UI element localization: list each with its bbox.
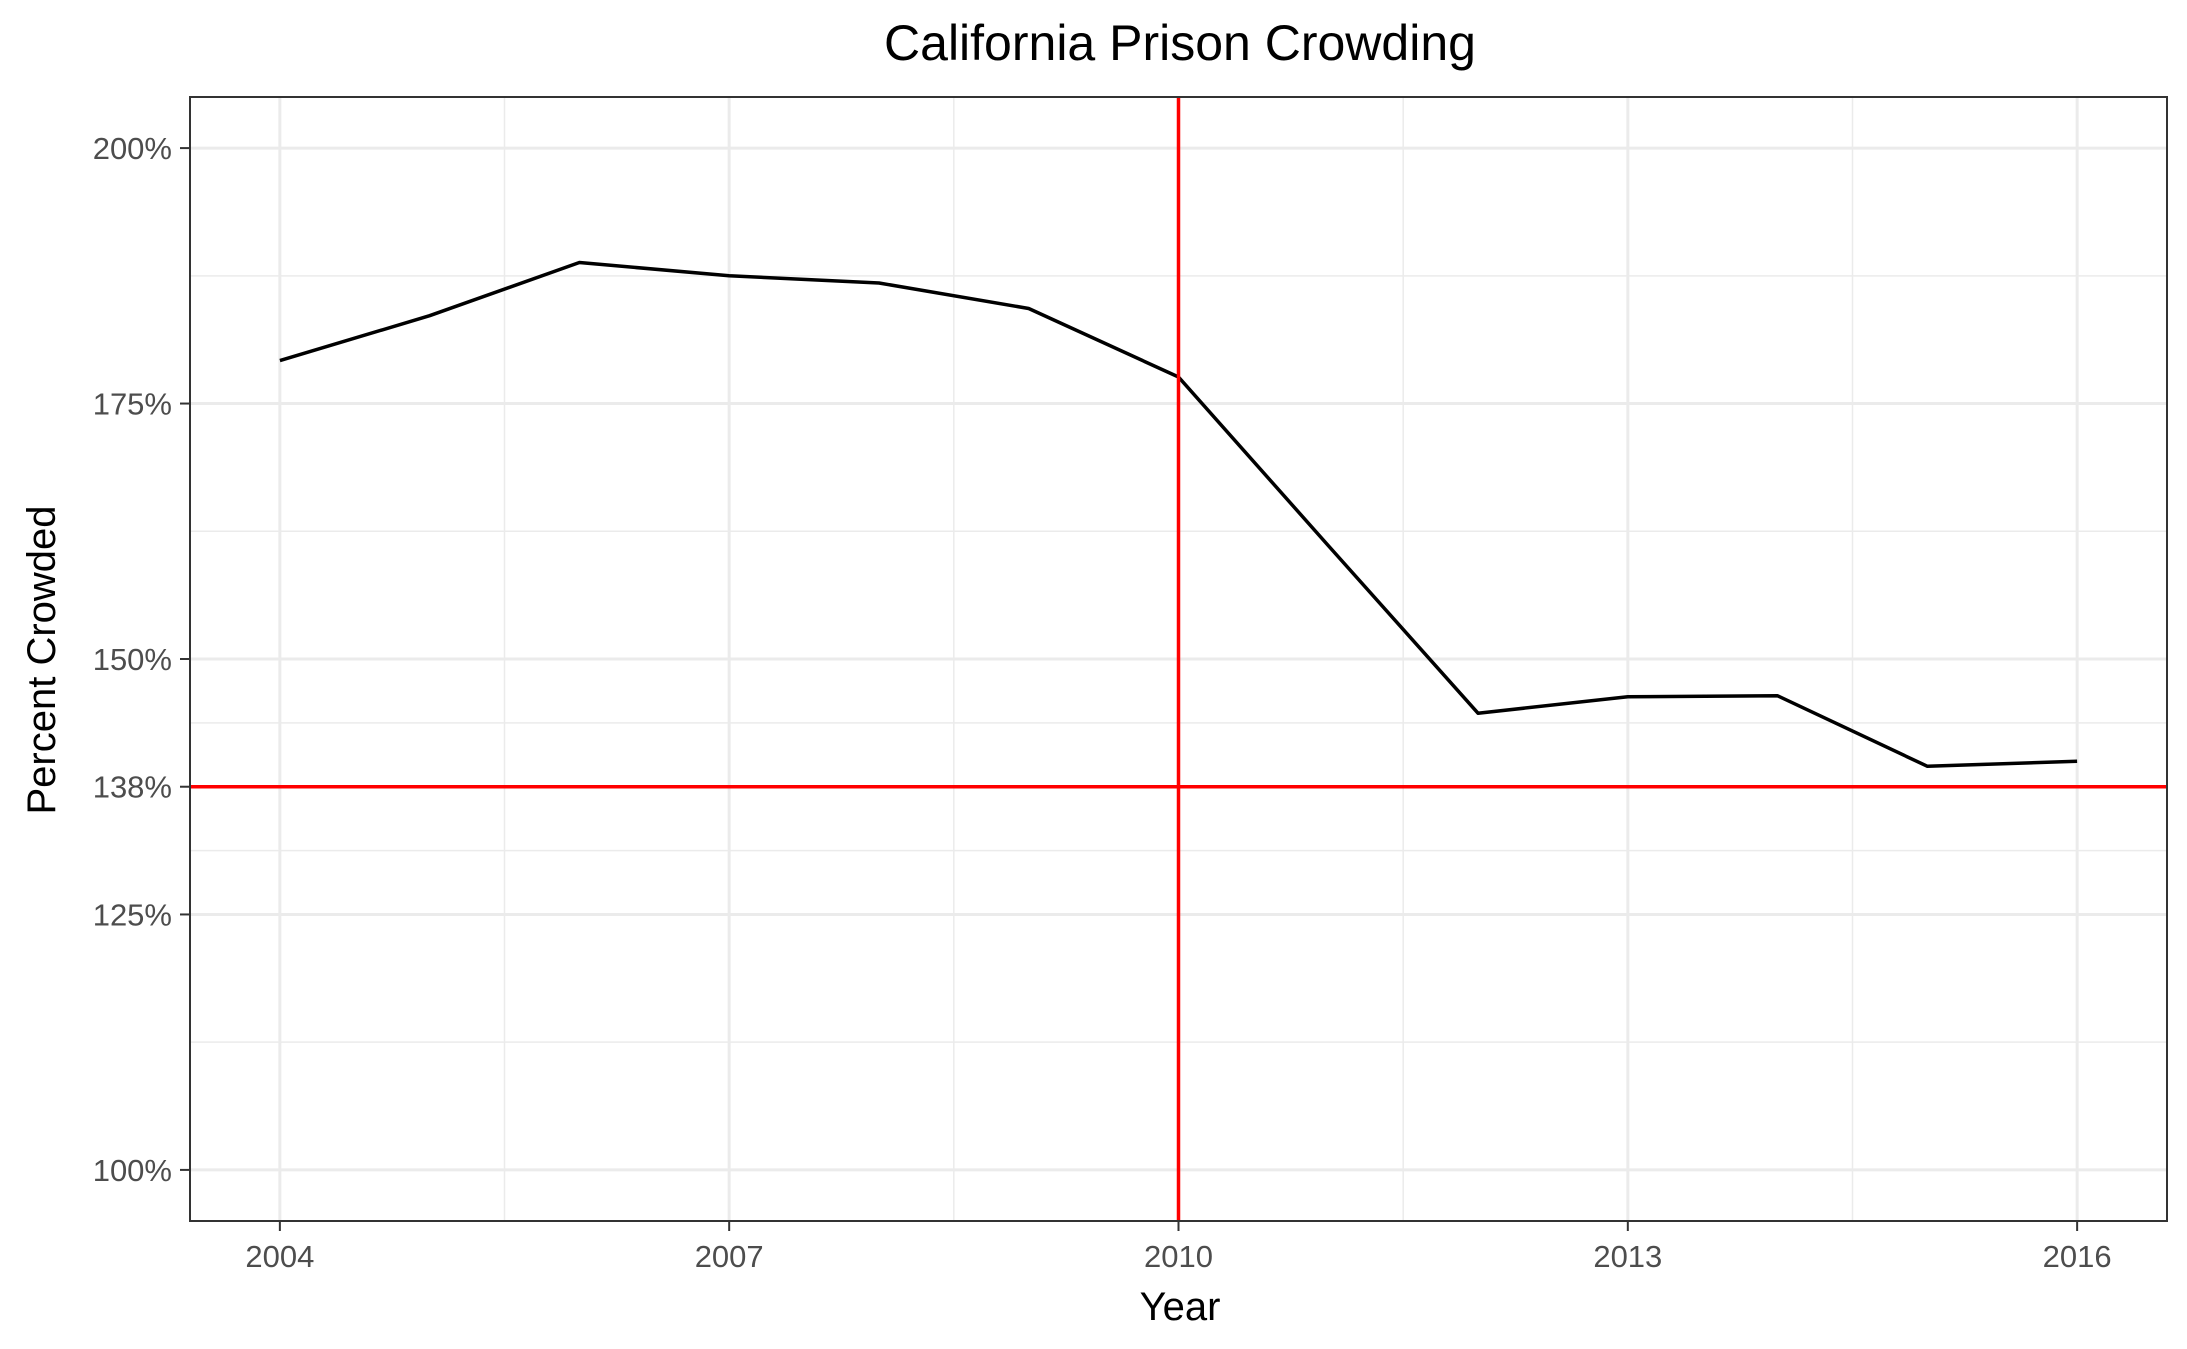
x-tick-label: 2013 — [1593, 1239, 1662, 1274]
y-tick-label: 138% — [93, 770, 172, 805]
y-tick-label: 200% — [93, 131, 172, 166]
x-tick-label: 2010 — [1144, 1239, 1213, 1274]
x-tick-label: 2016 — [2043, 1239, 2112, 1274]
x-tick-label: 2004 — [245, 1239, 314, 1274]
x-axis-title: Year — [1140, 1285, 1221, 1329]
reference-lines — [190, 97, 2167, 1221]
y-axis: 100% 125% 138% 150% 175% 200% — [93, 131, 190, 1188]
chart-title: California Prison Crowding — [884, 15, 1476, 71]
x-tick-label: 2007 — [695, 1239, 764, 1274]
y-tick-label: 100% — [93, 1153, 172, 1188]
y-axis-title: Percent Crowded — [20, 505, 64, 814]
y-tick-label: 125% — [93, 897, 172, 932]
y-tick-label: 175% — [93, 387, 172, 422]
y-tick-label: 150% — [93, 642, 172, 677]
x-axis: 2004 2007 2010 2013 2016 — [245, 1221, 2112, 1274]
